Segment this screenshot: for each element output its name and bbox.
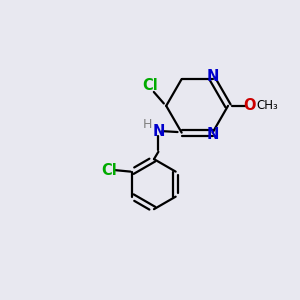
Text: Cl: Cl	[142, 78, 158, 93]
Text: N: N	[206, 127, 219, 142]
Text: N: N	[152, 124, 165, 139]
Text: O: O	[243, 98, 256, 113]
Text: H: H	[142, 118, 152, 131]
Text: CH₃: CH₃	[256, 99, 278, 112]
Text: Cl: Cl	[101, 163, 117, 178]
Text: N: N	[206, 70, 219, 85]
